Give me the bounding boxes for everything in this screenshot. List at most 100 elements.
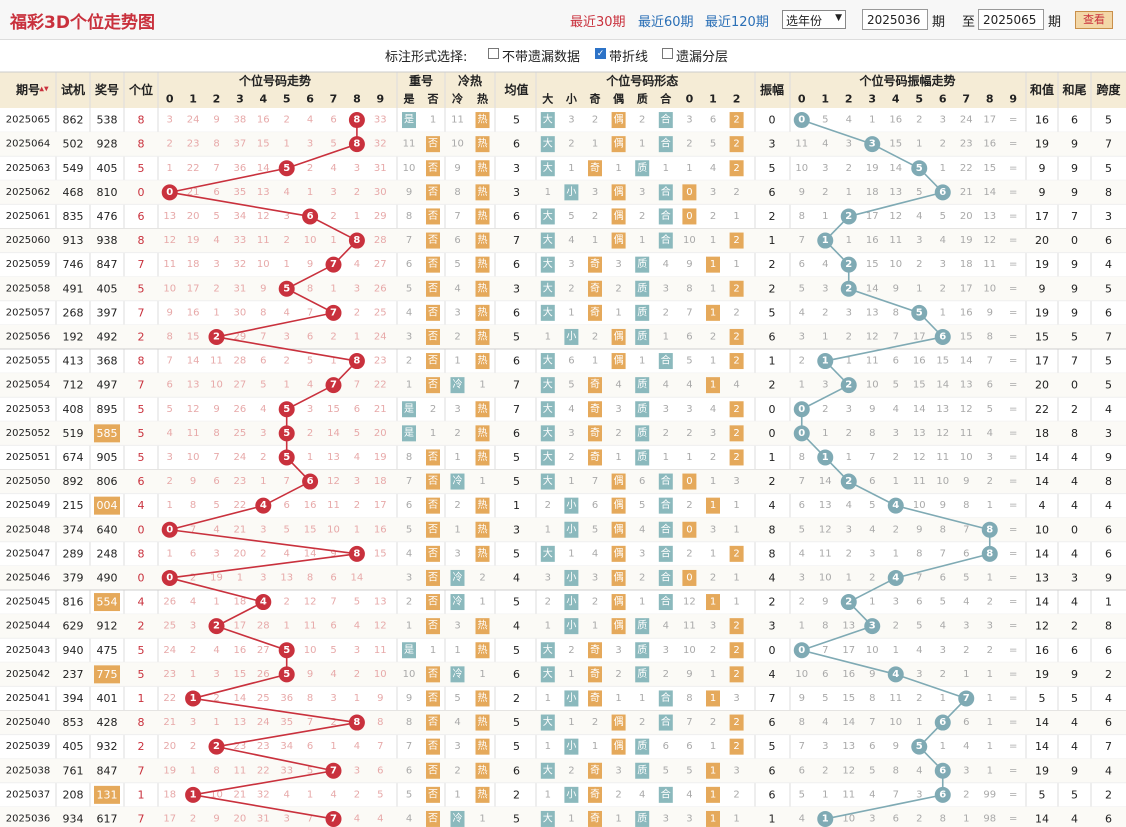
- form-miss: 6: [568, 356, 574, 367]
- form-remainder-bg: [706, 786, 720, 803]
- form-odd-bg: [588, 280, 602, 297]
- amp-cell: 5: [769, 162, 776, 175]
- form-miss: 3: [639, 187, 645, 198]
- repeat-badge-bg: [402, 112, 416, 129]
- repeat-miss: 5: [406, 789, 412, 800]
- amp-miss: =: [1009, 404, 1017, 415]
- amp-miss: 1: [822, 211, 828, 222]
- checkbox-no-miss[interactable]: [488, 48, 499, 59]
- form-big-bg: [540, 714, 555, 731]
- year-select[interactable]: 选年份: [782, 10, 846, 29]
- trend-miss: 5: [330, 139, 336, 150]
- amp-miss: 7: [963, 524, 969, 535]
- amp-ball: [864, 136, 881, 153]
- trend-miss: 2: [284, 597, 290, 608]
- form-remainder-bg: [729, 666, 744, 683]
- amp-ball: [911, 738, 928, 755]
- coldhot-badge: 冷: [453, 811, 463, 824]
- amp-miss: 10: [866, 380, 879, 391]
- amp-cell: 8: [769, 547, 776, 560]
- trend-miss: 3: [354, 283, 360, 294]
- period-120-link[interactable]: 最近120期: [705, 15, 769, 30]
- amp-miss: 15: [842, 693, 855, 704]
- trend-miss: 22: [234, 500, 247, 511]
- form-big-bg: [540, 642, 555, 659]
- amp-miss: 1: [940, 693, 946, 704]
- trend-miss: 3: [260, 524, 266, 535]
- trend-ball-label: 2: [213, 741, 220, 752]
- form-miss: 1: [686, 163, 692, 174]
- trend-miss: 4: [284, 789, 290, 800]
- period-30-link[interactable]: 最近30期: [570, 15, 626, 30]
- to-period-input[interactable]: 2025065: [978, 9, 1044, 30]
- form-composite: 合: [661, 570, 671, 583]
- form-miss: 5: [663, 765, 669, 776]
- trend-ball: [185, 690, 202, 707]
- coldhot-badge: 热: [478, 161, 488, 174]
- form-odd: 奇: [590, 257, 600, 270]
- trend-miss: 24: [187, 115, 200, 126]
- from-period-input[interactable]: 2025036: [862, 9, 928, 30]
- header-form-label: 偶: [613, 92, 624, 106]
- period-60-link[interactable]: 最近60期: [638, 15, 694, 30]
- coldhot-badge: 热: [478, 498, 488, 511]
- amp-miss: 6: [893, 356, 899, 367]
- coldhot-miss: 3: [454, 307, 460, 318]
- repeat-badge-bg: [426, 594, 440, 611]
- trend-miss: 34: [280, 741, 293, 752]
- tail-cell: 9: [1071, 306, 1078, 319]
- trend-ball-label: 6: [307, 476, 314, 487]
- form-miss: 3: [663, 645, 669, 656]
- form-odd-bg: [588, 401, 602, 418]
- form-miss: 4: [615, 380, 621, 391]
- form-composite-bg: [658, 545, 673, 562]
- amp-miss: 6: [963, 717, 969, 728]
- form-miss: 1: [568, 476, 574, 487]
- repeat-badge: 否: [428, 451, 438, 463]
- coldhot-miss: 1: [454, 356, 460, 367]
- repeat-badge-bg: [426, 618, 440, 635]
- form-big-bg: [540, 762, 555, 779]
- amp-miss: 3: [940, 115, 946, 126]
- form-prime-bg: [635, 304, 650, 321]
- form-small-bg: [564, 497, 579, 514]
- repeat-miss: 1: [406, 621, 412, 632]
- form-big: 大: [543, 643, 553, 656]
- coldhot-badge-bg: [475, 280, 490, 297]
- digit-cell: 6: [138, 475, 145, 488]
- amp-cell: 1: [769, 234, 776, 247]
- form-miss: 1: [568, 669, 574, 680]
- amp-miss: 19: [960, 235, 973, 246]
- amp-ball-label: 3: [869, 621, 876, 632]
- repeat-badge-bg: [426, 449, 440, 466]
- query-button[interactable]: 查看: [1075, 11, 1113, 29]
- trend-miss: 6: [307, 741, 313, 752]
- form-miss: 2: [592, 331, 598, 342]
- checkbox-polyline[interactable]: ✓: [595, 48, 606, 59]
- amp-miss: 1: [940, 163, 946, 174]
- amp-miss: 10: [960, 452, 973, 463]
- amp-miss: 12: [960, 404, 973, 415]
- trend-miss: 4: [167, 428, 173, 439]
- amp-miss: 7: [799, 235, 805, 246]
- form-big: 大: [543, 257, 553, 270]
- coldhot-badge-bg: [475, 256, 490, 273]
- form-small-bg: [564, 521, 579, 538]
- amp-miss: 10: [819, 572, 832, 583]
- checkbox-miss-layer[interactable]: [662, 48, 673, 59]
- form-miss: 1: [733, 597, 739, 608]
- form-miss: 2: [568, 452, 574, 463]
- trend-miss: 18: [187, 259, 200, 270]
- amp-cell: 1: [769, 355, 776, 368]
- amp-miss: =: [1009, 235, 1017, 246]
- form-even-bg: [611, 714, 626, 731]
- form-even-bg: [611, 594, 626, 611]
- amp-miss: 15: [983, 163, 996, 174]
- digit-cell: 7: [138, 306, 145, 319]
- amp-miss: 21: [960, 187, 973, 198]
- coldhot-badge: 热: [478, 522, 488, 535]
- form-small-bg: [564, 786, 579, 803]
- form-odd-bg: [588, 425, 602, 442]
- form-miss: 1: [663, 331, 669, 342]
- form-miss: 1: [592, 621, 598, 632]
